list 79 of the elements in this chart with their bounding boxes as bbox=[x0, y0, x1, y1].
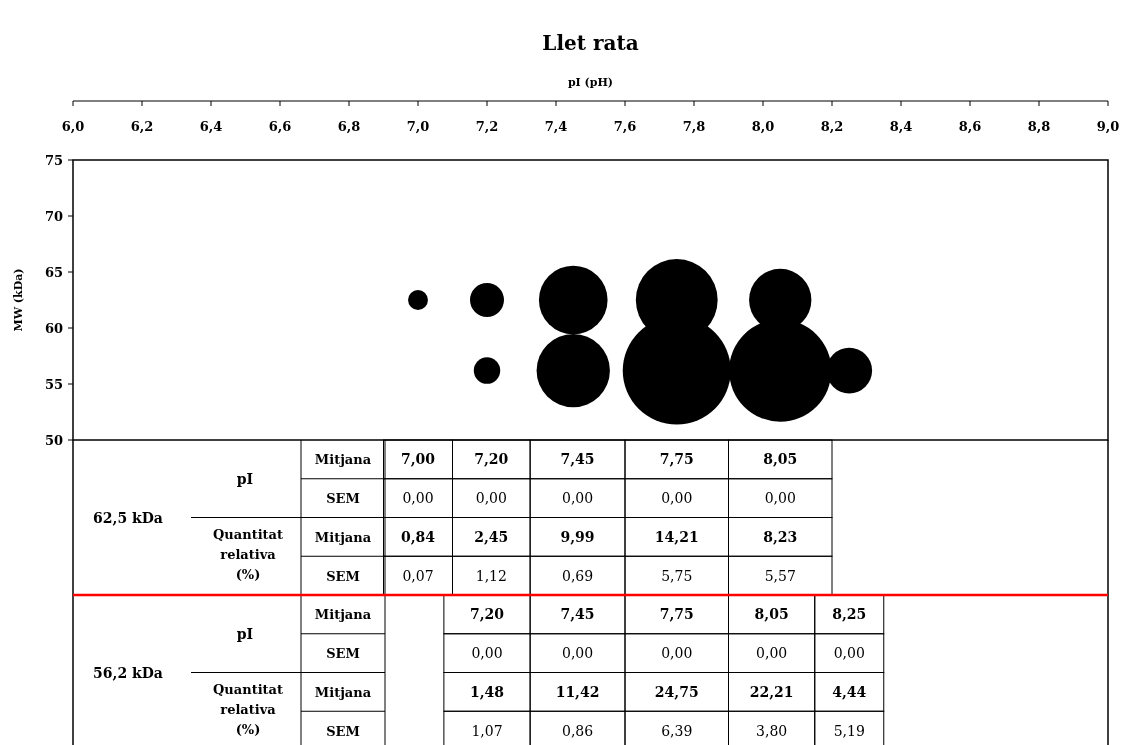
text: Mitjana bbox=[314, 529, 372, 545]
text: SEM bbox=[326, 491, 360, 507]
text: 7,45 bbox=[560, 451, 595, 468]
text: Mitjana bbox=[314, 684, 372, 700]
x-tick-label: 6,8 bbox=[337, 119, 361, 134]
text: 8,23 bbox=[763, 528, 798, 545]
text: 22,21 bbox=[749, 683, 794, 700]
text: SEM bbox=[326, 723, 360, 739]
x-tick-label: 8,6 bbox=[958, 119, 982, 134]
text: 4,44 bbox=[832, 683, 867, 700]
y-tick-label: 60 bbox=[44, 321, 63, 336]
text: 9,99 bbox=[560, 528, 595, 545]
text: 0,00 bbox=[561, 645, 594, 662]
text: 7,75 bbox=[659, 451, 694, 468]
text: 8,05 bbox=[754, 606, 789, 623]
text: 56,2 kDa bbox=[93, 664, 163, 681]
text: 0,00 bbox=[471, 645, 503, 662]
text: 24,75 bbox=[654, 683, 699, 700]
text: Quantitat relativa (%) bbox=[212, 527, 284, 583]
y-tick-label: 70 bbox=[44, 209, 63, 224]
x-axis-title: pI (pH) bbox=[567, 76, 614, 89]
text: 2,45 bbox=[474, 528, 509, 545]
text: 7,00 bbox=[400, 451, 436, 468]
text: 0,84 bbox=[400, 528, 436, 545]
text: 14,21 bbox=[654, 528, 699, 545]
text: Mitjana bbox=[314, 452, 372, 468]
text: 0,00 bbox=[764, 490, 796, 507]
text: pI bbox=[236, 625, 254, 642]
text: 5,75 bbox=[661, 567, 693, 584]
text: 8,25 bbox=[832, 606, 867, 623]
text: 0,00 bbox=[833, 645, 865, 662]
text: 0,00 bbox=[475, 490, 507, 507]
text: 11,42 bbox=[555, 683, 600, 700]
x-tick-label: 9,0 bbox=[1096, 119, 1120, 134]
x-tick-label: 7,2 bbox=[475, 119, 499, 134]
text: 0,00 bbox=[402, 490, 434, 507]
text: 0,69 bbox=[561, 567, 594, 584]
x-tick-label: 7,8 bbox=[682, 119, 706, 134]
text: 0,00 bbox=[661, 490, 693, 507]
text: 5,19 bbox=[833, 722, 865, 739]
y-tick-label: 50 bbox=[44, 433, 63, 448]
text: 0,00 bbox=[661, 645, 693, 662]
text: 8,05 bbox=[763, 451, 798, 468]
x-tick-label: 6,4 bbox=[199, 119, 223, 134]
y-tick-label: 65 bbox=[44, 265, 63, 280]
text: 6,39 bbox=[661, 722, 693, 739]
text: 0,00 bbox=[561, 490, 594, 507]
x-tick-label: 8,2 bbox=[820, 119, 844, 134]
x-tick-label: 8,0 bbox=[751, 119, 775, 134]
y-tick-label: 75 bbox=[44, 153, 63, 168]
y-tick-label: 55 bbox=[44, 377, 63, 392]
x-tick-label: 6,2 bbox=[130, 119, 154, 134]
text: 1,48 bbox=[469, 683, 505, 700]
x-tick-label: 7,0 bbox=[406, 119, 430, 134]
text: Mitjana bbox=[314, 607, 372, 623]
x-tick-label: 6,6 bbox=[268, 119, 292, 134]
text: 7,20 bbox=[474, 451, 509, 468]
text: pI bbox=[236, 470, 254, 487]
chart-title: Llet rata bbox=[542, 31, 639, 55]
text: 1,07 bbox=[471, 722, 503, 739]
text: 3,80 bbox=[756, 722, 788, 739]
text: 7,75 bbox=[659, 606, 694, 623]
x-tick-label: 6,0 bbox=[61, 119, 85, 134]
text: 0,07 bbox=[402, 567, 434, 584]
text: 0,86 bbox=[561, 722, 594, 739]
text: 62,5 kDa bbox=[93, 509, 163, 526]
text: SEM bbox=[326, 568, 360, 584]
text: 7,45 bbox=[560, 606, 595, 623]
text: SEM bbox=[326, 646, 360, 662]
x-tick-label: 7,4 bbox=[544, 119, 568, 134]
x-tick-label: 8,4 bbox=[889, 119, 913, 134]
text: 7,20 bbox=[469, 606, 505, 623]
x-tick-label: 8,8 bbox=[1027, 119, 1051, 134]
y-axis-title: MW (kDa) bbox=[12, 268, 25, 332]
text: 0,00 bbox=[756, 645, 788, 662]
text: Quantitat relativa (%) bbox=[212, 682, 284, 738]
text: 1,12 bbox=[475, 567, 507, 584]
x-tick-label: 7,6 bbox=[613, 119, 637, 134]
text: 5,57 bbox=[764, 567, 796, 584]
